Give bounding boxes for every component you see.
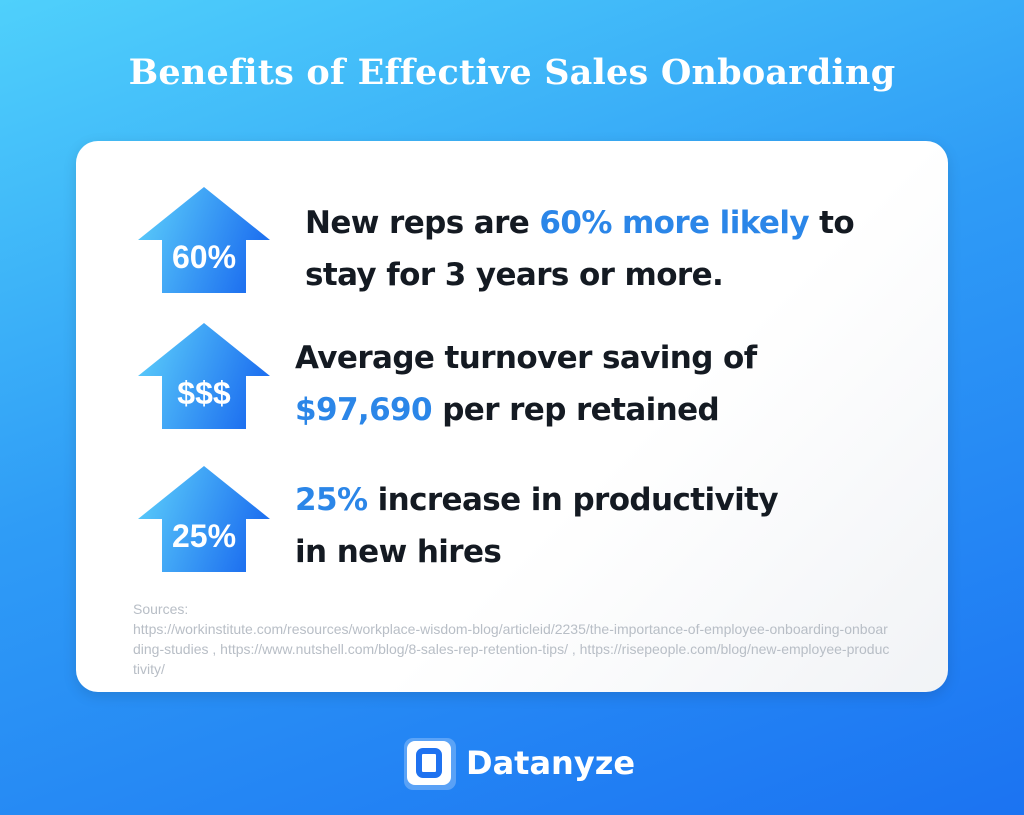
datanyze-logo-icon [404, 738, 456, 790]
logo-wordmark: Datanyze [466, 744, 636, 782]
stat-text-part: Average turnover saving of [295, 340, 757, 376]
stat-highlight: 60% more likely [539, 205, 809, 241]
page-title: Benefits of Effective Sales Onboarding [128, 52, 896, 93]
stat-text: Average turnover saving of $97,690 per r… [295, 332, 875, 436]
up-arrow-icon: 60% [138, 187, 270, 293]
stat-highlight: 25% [295, 482, 368, 518]
up-arrow-icon: $$$ [138, 323, 270, 429]
stat-text: 25% increase in productivity in new hire… [295, 474, 785, 578]
arrow-badge-label: $$$ [177, 375, 231, 411]
stat-text-part: New reps are [305, 205, 540, 241]
stat-text-part: to stay for 3 years or more. [305, 205, 855, 293]
sources-label: Sources: [133, 601, 189, 617]
stat-highlight: $97,690 [295, 392, 433, 428]
stat-text-part: increase in productivity in new hires [295, 482, 779, 570]
arrow-badge-label: 60% [171, 239, 237, 275]
stat-text: New reps are 60% more likely to stay for… [305, 197, 905, 301]
sources-text: https://workinstitute.com/resources/work… [133, 621, 890, 677]
sources-note: Sources: https://workinstitute.com/resou… [133, 599, 893, 679]
arrow-badge-label: 25% [171, 518, 237, 554]
stat-text-part: per rep retained [432, 392, 720, 428]
up-arrow-icon: 25% [138, 466, 270, 572]
datanyze-logo: Datanyze [404, 738, 644, 790]
benefits-card: 60% New reps are 60% more likely to stay… [76, 141, 948, 692]
